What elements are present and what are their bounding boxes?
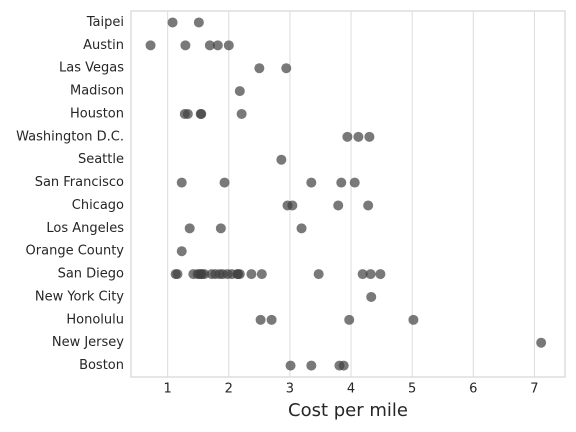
plot-frame — [130, 10, 566, 378]
dot — [234, 86, 245, 97]
y-tick-label: Chicago — [72, 198, 124, 213]
dot — [306, 177, 317, 188]
y-tick-label: New Jersey — [52, 335, 124, 350]
dot — [336, 177, 347, 188]
dot — [184, 223, 195, 234]
dot — [364, 131, 375, 142]
dot — [366, 291, 377, 302]
dot — [172, 269, 183, 280]
y-tick-label: Seattle — [78, 152, 124, 167]
dot — [254, 63, 265, 74]
y-tick-label: Houston — [70, 106, 124, 121]
dot — [234, 269, 245, 280]
dot — [215, 223, 226, 234]
dot — [296, 223, 307, 234]
x-tick-label: 6 — [469, 382, 477, 397]
x-tick-label: 3 — [286, 382, 294, 397]
dot — [204, 40, 215, 51]
dot — [285, 360, 296, 371]
y-tick-label: San Francisco — [35, 175, 124, 190]
y-tick-label: Boston — [79, 358, 124, 373]
dot — [344, 314, 355, 325]
dot — [236, 108, 247, 119]
y-tick-label: Taipei — [86, 15, 124, 30]
dot — [276, 154, 287, 165]
dot — [219, 177, 230, 188]
x-axis-label: Cost per mile — [288, 400, 408, 421]
dot — [306, 360, 317, 371]
dot — [199, 269, 210, 280]
dot — [408, 314, 419, 325]
y-tick-label: Los Angeles — [46, 221, 124, 236]
dot — [182, 108, 193, 119]
dot — [255, 314, 266, 325]
x-tick-label: 7 — [530, 382, 538, 397]
x-tick-label: 4 — [347, 382, 355, 397]
dot — [176, 177, 187, 188]
dot — [338, 360, 349, 371]
dot — [365, 269, 376, 280]
y-tick-label: Madison — [70, 84, 124, 99]
dot — [349, 177, 360, 188]
dot — [176, 246, 187, 257]
x-tick-label: 5 — [408, 382, 416, 397]
dot — [363, 200, 374, 211]
dot — [287, 200, 298, 211]
dot — [281, 63, 292, 74]
y-tick-label: Orange County — [26, 244, 125, 259]
dot — [256, 269, 267, 280]
dot — [266, 314, 277, 325]
x-tick-label: 2 — [225, 382, 233, 397]
dot — [167, 17, 178, 28]
y-tick-label: New York City — [35, 289, 124, 304]
dot — [212, 40, 223, 51]
dot — [375, 269, 386, 280]
dot — [342, 131, 353, 142]
dot — [180, 40, 191, 51]
y-tick-label: Honolulu — [66, 312, 124, 327]
dot — [313, 269, 324, 280]
dot — [223, 40, 234, 51]
dot — [353, 131, 364, 142]
dot — [193, 17, 204, 28]
dot — [246, 269, 257, 280]
y-tick-label: Washington D.C. — [16, 129, 124, 144]
y-tick-label: Austin — [83, 38, 124, 53]
y-tick-label: San Diego — [58, 267, 124, 282]
dot — [536, 337, 547, 348]
dot — [333, 200, 344, 211]
y-tick-label: Las Vegas — [59, 61, 124, 76]
dot — [145, 40, 156, 51]
dot — [196, 108, 207, 119]
dot — [357, 269, 368, 280]
x-tick-label: 1 — [164, 382, 172, 397]
